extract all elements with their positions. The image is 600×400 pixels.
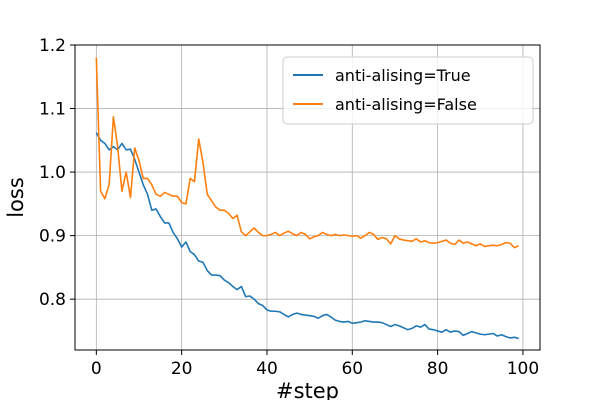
y-tick-label: 1.0: [39, 163, 66, 183]
legend-box: [282, 56, 534, 125]
y-tick-label: 0.9: [39, 227, 66, 247]
y-tick-label: 1.1: [39, 100, 66, 120]
y-axis-label: loss: [4, 177, 28, 218]
axis-ticks: 0 20 40 60 80 100 0.8 0.9 1.0 1.1 1.2: [39, 36, 539, 379]
legend-label-2: anti-alising=False: [335, 95, 477, 114]
x-tick-label: 20: [171, 359, 193, 379]
series-lines: [95, 57, 519, 340]
y-tick-label: 0.8: [39, 290, 66, 310]
series-line-2: [95, 57, 519, 249]
x-tick-label: 60: [341, 359, 363, 379]
x-tick-label: 0: [91, 359, 102, 379]
x-tick-label: 40: [256, 359, 278, 379]
x-axis-label: #step: [276, 379, 339, 400]
plot-frame: [74, 44, 541, 351]
y-tick-label: 1.2: [39, 36, 66, 56]
series-line-1: [95, 132, 519, 340]
legend-label-1: anti-alising=True: [335, 66, 471, 85]
x-tick-label: 80: [427, 359, 449, 379]
legend: anti-alising=True anti-alising=False: [282, 56, 534, 125]
x-tick-label: 100: [507, 359, 539, 379]
